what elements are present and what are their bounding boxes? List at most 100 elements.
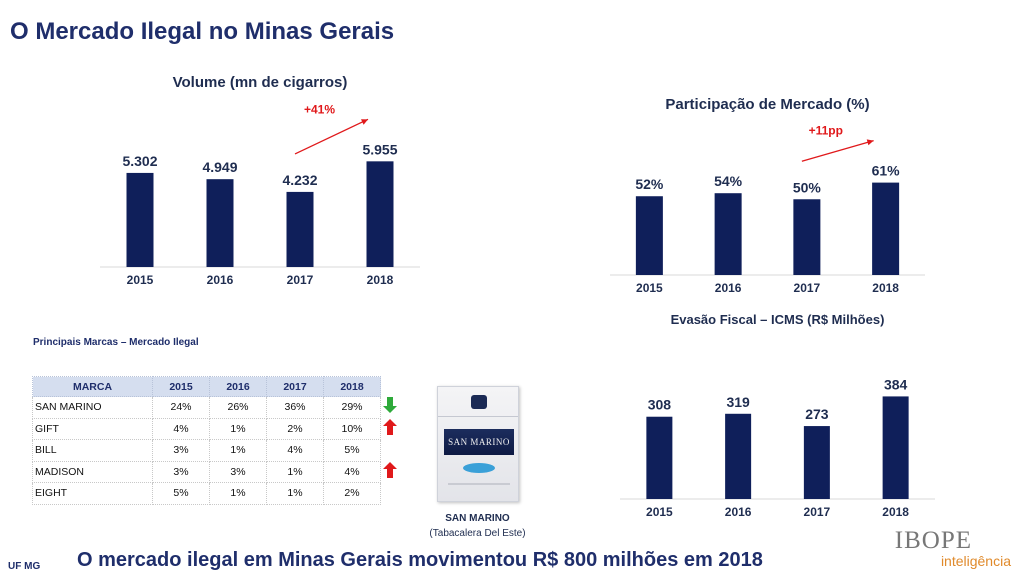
arrow-head-icon xyxy=(361,119,368,125)
x-tick-2017: 2017 xyxy=(287,273,314,287)
logo-wordmark: IBOPE xyxy=(894,527,972,554)
bar-2017 xyxy=(793,199,821,275)
brands-table-body: SAN MARINO 24% 26% 36% 29% GIFT 4% 1% 2% 10% BILL 3… xyxy=(32,396,381,505)
bar-2016 xyxy=(714,193,742,275)
table-row: GIFT 4% 1% 2% 10% xyxy=(32,417,381,440)
x-tick-2018: 2018 xyxy=(882,505,909,519)
growth-annotation: +11pp xyxy=(809,124,843,138)
share-cell: 4% xyxy=(152,417,210,440)
share-cell: 1% xyxy=(266,482,324,505)
share-cell: 10% xyxy=(323,417,381,440)
bar-2015 xyxy=(646,416,673,499)
bar-2017 xyxy=(803,426,830,499)
x-tick-2016: 2016 xyxy=(207,273,234,287)
x-tick-2016: 2016 xyxy=(725,505,752,519)
share-cell: 3% xyxy=(152,439,210,462)
brand-name-cell: GIFT xyxy=(32,417,153,440)
bar-2018 xyxy=(366,161,394,267)
tax-evasion-chart: Evasão Fiscal – ICMS (R$ Milhões) 308 201… xyxy=(615,308,940,523)
data-label-2017: 273 xyxy=(805,406,829,422)
footer-message: O mercado ilegal em Minas Gerais movimen… xyxy=(77,549,763,571)
growth-arrow xyxy=(294,118,369,155)
trend-up-icon xyxy=(383,418,397,435)
chart-title: Participação de Mercado (%) xyxy=(665,96,870,113)
pack-cap xyxy=(438,387,518,417)
x-tick-2018: 2018 xyxy=(367,273,394,287)
product-name: SAN MARINO xyxy=(445,513,510,524)
product-maker: (Tabacalera Del Este) xyxy=(429,528,526,539)
share-cell: 1% xyxy=(209,417,267,440)
brand-name-cell: BILL xyxy=(32,439,153,462)
arrow-down-shape xyxy=(383,397,397,413)
data-label-2015: 308 xyxy=(648,397,672,413)
brand-name-cell: EIGHT xyxy=(32,482,153,505)
x-tick-2015: 2015 xyxy=(646,505,673,519)
page-title: O Mercado Ilegal no Minas Gerais xyxy=(10,18,395,45)
data-label-2016: 319 xyxy=(726,394,750,410)
column-header: MARCA xyxy=(32,376,153,397)
column-header: 2016 xyxy=(209,376,267,397)
trend-up-icon xyxy=(383,461,397,478)
logo-subtitle: inteligência xyxy=(940,553,1011,569)
share-cell: 5% xyxy=(323,439,381,462)
bar-2016 xyxy=(206,179,234,267)
data-label-2015: 52% xyxy=(635,176,664,192)
chart-title: Volume (mn de cigarros) xyxy=(172,74,348,91)
data-label-2018: 5.955 xyxy=(362,141,397,157)
data-label-2018: 61% xyxy=(872,163,901,179)
share-cell: 3% xyxy=(152,460,210,483)
x-tick-2015: 2015 xyxy=(636,281,663,295)
pack-brand-band: SAN MARINO xyxy=(444,429,514,455)
table-header-row: MARCA 2015 2016 2017 2018 xyxy=(32,376,381,397)
bar-2015 xyxy=(635,196,663,275)
share-cell: 4% xyxy=(323,460,381,483)
table-row: EIGHT 5% 1% 1% 2% xyxy=(32,482,381,505)
bar-2017 xyxy=(286,191,314,267)
share-cell: 26% xyxy=(209,396,267,419)
x-tick-2017: 2017 xyxy=(794,281,821,295)
pack-emblem xyxy=(463,463,495,473)
share-cell: 3% xyxy=(209,460,267,483)
pack-caption: SAN MARINO (Tabacalera Del Este) xyxy=(410,511,545,541)
share-cell: 4% xyxy=(266,439,324,462)
tax-evasion-chart-svg: 308 2015 319 2016 273 2017 384 2018 xyxy=(620,376,935,519)
x-tick-2018: 2018 xyxy=(872,281,899,295)
share-cell: 1% xyxy=(266,460,324,483)
share-cell: 5% xyxy=(152,482,210,505)
table-row: MADISON 3% 3% 1% 4% xyxy=(32,460,381,483)
brands-table-title: Principais Marcas – Mercado Ilegal xyxy=(33,337,199,348)
cigarette-pack-image: SAN MARINO xyxy=(437,386,519,502)
market-share-chart: Participação de Mercado (%) 52% 2015 54% 20… xyxy=(605,92,930,302)
share-cell: 24% xyxy=(152,396,210,419)
trend-down-icon xyxy=(383,397,397,413)
data-label-2017: 50% xyxy=(793,179,822,195)
data-label-2015: 5.302 xyxy=(122,153,157,169)
table-row: BILL 3% 1% 4% 5% xyxy=(32,439,381,462)
pack-divider xyxy=(448,483,510,485)
brand-name-cell: SAN MARINO xyxy=(32,396,153,419)
chart-title: Evasão Fiscal – ICMS (R$ Milhões) xyxy=(670,312,885,327)
share-cell: 2% xyxy=(266,417,324,440)
bar-2016 xyxy=(725,413,752,499)
data-label-2017: 4.232 xyxy=(282,172,317,188)
share-cell: 1% xyxy=(209,482,267,505)
arrow-up-shape xyxy=(383,461,397,478)
brands-table: MARCA 2015 2016 2017 2018 SAN MARINO 24% 2… xyxy=(32,376,381,505)
bar-2018 xyxy=(872,182,900,275)
bar-2018 xyxy=(882,396,909,499)
share-cell: 36% xyxy=(266,396,324,419)
share-cell: 1% xyxy=(209,439,267,462)
data-label-2016: 54% xyxy=(714,173,743,189)
column-header: 2017 xyxy=(266,376,324,397)
column-header: 2015 xyxy=(152,376,210,397)
crest-icon xyxy=(471,395,487,409)
table-row: SAN MARINO 24% 26% 36% 29% xyxy=(32,396,381,419)
column-header: 2018 xyxy=(323,376,381,397)
brand-name-cell: MADISON xyxy=(32,460,153,483)
x-tick-2015: 2015 xyxy=(127,273,154,287)
data-label-2018: 384 xyxy=(884,376,908,392)
growth-arrow xyxy=(801,139,874,162)
market-share-chart-svg: 52% 2015 54% 2016 50% 2017 61% 2018 +11pp xyxy=(610,124,925,295)
ibope-logo: IBOPE inteligência xyxy=(876,527,1016,573)
share-cell: 29% xyxy=(323,396,381,419)
